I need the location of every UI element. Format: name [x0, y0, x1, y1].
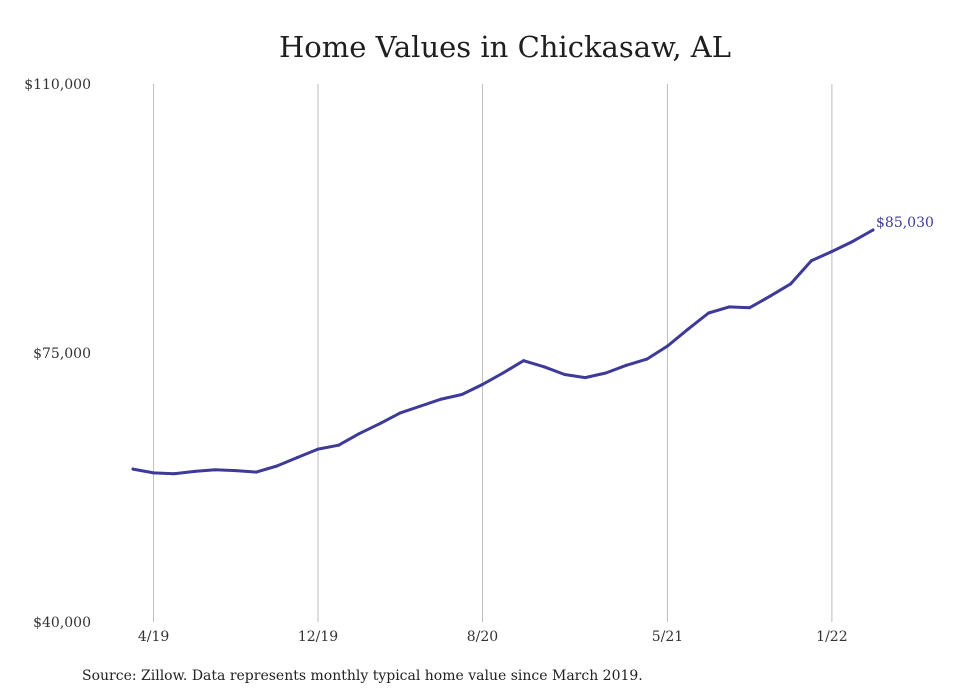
data-point — [604, 371, 608, 375]
data-point — [480, 383, 484, 387]
data-point — [686, 327, 690, 331]
data-point — [645, 357, 649, 361]
data-point — [748, 306, 752, 310]
data-point — [809, 259, 813, 263]
x-tick-label: 1/22 — [816, 629, 847, 645]
data-point — [871, 228, 875, 232]
y-tick-label: $110,000 — [24, 77, 91, 93]
x-tick-label: 12/19 — [298, 629, 338, 645]
data-point — [337, 443, 341, 447]
data-point — [768, 294, 772, 298]
data-point — [398, 411, 402, 415]
end-value-label: $85,030 — [876, 215, 934, 231]
data-point — [131, 467, 135, 471]
data-point — [501, 371, 505, 375]
data-point — [152, 471, 156, 475]
data-point — [707, 311, 711, 315]
data-point — [460, 393, 464, 397]
data-point — [727, 305, 731, 309]
x-tick-label: 8/20 — [467, 629, 498, 645]
data-point — [213, 468, 217, 472]
data-point — [522, 359, 526, 363]
data-point — [234, 469, 238, 473]
data-point — [275, 464, 279, 468]
x-tick-label: 5/21 — [652, 629, 683, 645]
y-tick-label: $75,000 — [33, 346, 91, 362]
source-note: Source: Zillow. Data represents monthly … — [82, 668, 643, 684]
data-point — [295, 456, 299, 460]
data-point — [563, 373, 567, 377]
data-point — [583, 376, 587, 380]
data-point — [419, 404, 423, 408]
gridlines — [153, 84, 833, 622]
y-tick-label: $40,000 — [33, 615, 91, 631]
data-point — [439, 397, 443, 401]
data-point — [665, 344, 669, 348]
x-axis: 4/19 12/19 8/20 5/21 1/22 — [138, 629, 848, 645]
data-point — [830, 250, 834, 254]
data-point — [254, 470, 258, 474]
data-point — [172, 472, 176, 476]
data-point — [624, 363, 628, 367]
data-point — [357, 432, 361, 436]
data-point — [378, 422, 382, 426]
series-line — [131, 228, 875, 476]
x-tick-label: 4/19 — [138, 629, 169, 645]
data-point — [789, 282, 793, 286]
data-point — [193, 469, 197, 473]
data-point — [850, 240, 854, 244]
data-point — [316, 447, 320, 451]
series-layer — [131, 228, 875, 476]
data-point — [542, 365, 546, 369]
chart-title: Home Values in Chickasaw, AL — [278, 30, 732, 64]
y-axis: $40,000 $75,000 $110,000 — [24, 77, 91, 631]
